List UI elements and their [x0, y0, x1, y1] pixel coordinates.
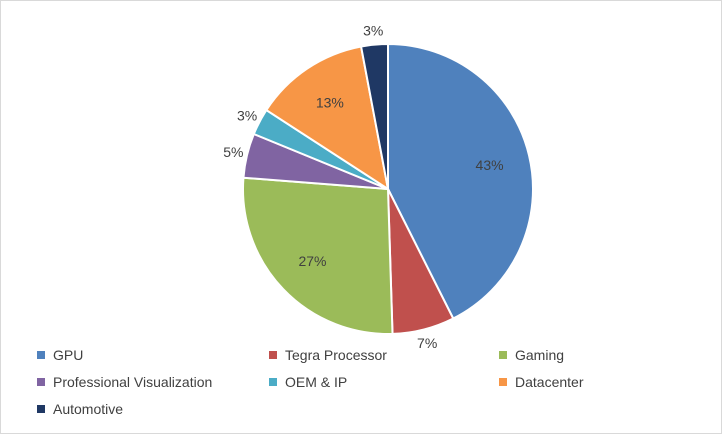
legend-swatch — [499, 378, 507, 386]
legend-item-gaming: Gaming — [499, 347, 564, 363]
legend-item-gpu: GPU — [37, 347, 83, 363]
legend-item-automotive: Automotive — [37, 401, 123, 417]
legend-swatch — [37, 351, 45, 359]
data-label-tegra-processor: 7% — [417, 335, 437, 351]
legend-label: Professional Visualization — [53, 374, 213, 390]
data-label-gaming: 27% — [298, 253, 326, 269]
legend-label: Tegra Processor — [285, 347, 387, 363]
legend-label: Automotive — [53, 401, 124, 417]
legend-swatch — [499, 351, 507, 359]
legend-swatch — [269, 351, 277, 359]
data-label-datacenter: 13% — [316, 94, 344, 110]
data-label-gpu: 43% — [476, 157, 504, 173]
legend-item-oem-ip: OEM & IP — [269, 374, 347, 390]
pie-slice-gaming — [242, 176, 394, 335]
legend-item-professional-visualization: Professional Visualization — [37, 374, 212, 390]
legend-swatch — [37, 378, 45, 386]
legend-label: GPU — [53, 347, 84, 363]
pie-slice-datacenter — [264, 45, 390, 192]
data-label-professional-visualization: 5% — [223, 144, 243, 160]
legend-item-datacenter: Datacenter — [499, 374, 583, 390]
legend-label: Gaming — [515, 347, 565, 363]
legend-label: OEM & IP — [285, 374, 348, 390]
legend-label: Datacenter — [515, 374, 584, 390]
data-label-oem-ip: 3% — [237, 107, 257, 123]
legend-swatch — [269, 378, 277, 386]
pie-slice-gpu — [387, 42, 534, 320]
pie-slice-automotive — [359, 42, 389, 190]
data-label-automotive: 3% — [363, 23, 383, 39]
legend-swatch — [37, 405, 45, 413]
legend-item-tegra-processor: Tegra Processor — [269, 347, 387, 363]
